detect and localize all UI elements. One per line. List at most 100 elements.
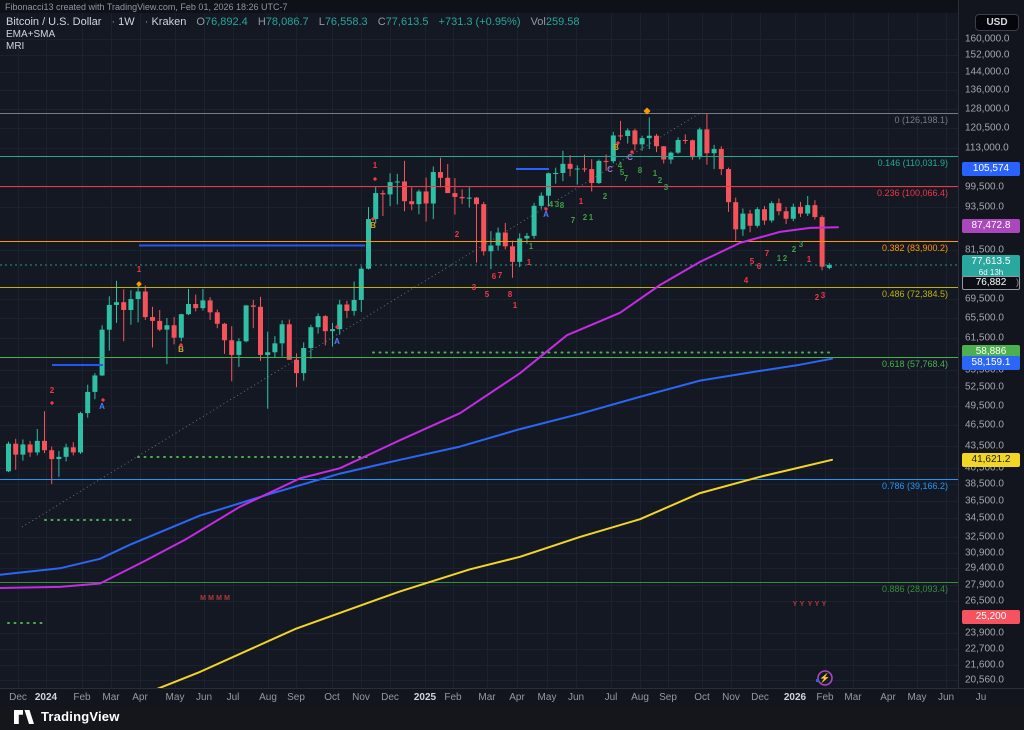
- indicator-ema-sma[interactable]: EMA+SMA: [6, 29, 56, 40]
- price-tick: 21,600.0: [965, 659, 1004, 671]
- fib-label-0.786: 0.786 (39,166.2): [881, 480, 948, 491]
- symbol-name[interactable]: Bitcoin / U.S. Dollar: [6, 16, 102, 28]
- candle: [193, 304, 199, 309]
- svg-text:B: B: [178, 345, 184, 354]
- fib-label-0.146: 0.146 (110,031.9): [877, 157, 948, 168]
- svg-text:B: B: [613, 143, 619, 152]
- svg-text:2: 2: [792, 245, 797, 254]
- price-label-pill: 41,621.2: [962, 453, 1020, 467]
- currency-toggle-button[interactable]: USD: [975, 14, 1019, 31]
- time-tick: Apr: [509, 692, 525, 703]
- candle: [826, 265, 832, 268]
- price-label-pill: 87,472.8: [962, 219, 1020, 233]
- candle: [222, 323, 227, 341]
- candle: [200, 300, 206, 309]
- svg-text:3: 3: [799, 240, 804, 249]
- indicator-mri[interactable]: MRI: [6, 41, 25, 52]
- time-tick: Mar: [844, 692, 862, 703]
- candle: [481, 204, 487, 252]
- svg-text:4: 4: [549, 200, 554, 209]
- signal-diamond: [49, 400, 55, 406]
- time-tick: 2024: [34, 692, 58, 703]
- tradingview-logo[interactable]: TradingView: [14, 709, 120, 724]
- ma-line-ema-purple[interactable]: [0, 226, 839, 589]
- close-value: 77,613.5: [385, 16, 429, 28]
- candle: [762, 209, 767, 221]
- candle: [783, 211, 789, 219]
- time-axis[interactable]: Dec 2024 Feb Mar Apr May Jun Jul Aug Sep Oct Nov Dec…: [0, 688, 1024, 707]
- candle: [70, 447, 76, 453]
- price-label-pill: 58,159.1: [962, 356, 1020, 370]
- svg-text:3: 3: [664, 183, 669, 192]
- fib-label-0.618: 0.618 (57,768.4): [881, 359, 948, 370]
- candle: [402, 181, 407, 202]
- candle: [711, 149, 717, 154]
- svg-text:1: 1: [589, 213, 594, 222]
- time-tick: Apr: [880, 692, 896, 703]
- time-tick: Jul: [604, 692, 618, 703]
- letter-marker: M: [224, 595, 230, 602]
- price-tick: 46,500.0: [965, 419, 1004, 431]
- candle: [387, 182, 393, 195]
- candle: [142, 291, 148, 318]
- symbol-legend[interactable]: Bitcoin / U.S. Dollar · 1W · Kraken O76,…: [6, 16, 580, 28]
- candle: [423, 191, 429, 204]
- time-tick: Jul: [226, 692, 240, 703]
- price-label-pill: 77,613.5 6d 13h: [962, 255, 1020, 279]
- candle: [531, 205, 537, 236]
- candle: [279, 324, 285, 344]
- svg-text:1: 1: [137, 265, 142, 274]
- candle: [394, 181, 400, 183]
- time-tick: Mar: [478, 692, 496, 703]
- svg-text:5: 5: [485, 290, 490, 299]
- svg-text:3: 3: [555, 200, 560, 209]
- price-tick: 26,500.0: [965, 595, 1004, 607]
- event-lightning-icon[interactable]: ⚡: [816, 670, 833, 686]
- candle: [150, 317, 155, 321]
- price-tick: 30,900.0: [965, 547, 1004, 559]
- candle: [452, 193, 458, 197]
- svg-text:1: 1: [579, 197, 584, 206]
- candle: [34, 440, 40, 453]
- price-axis[interactable]: 160,000.0 152,000.0 144,000.0 136,000.0 128,…: [958, 0, 1024, 688]
- svg-text:C: C: [627, 153, 633, 162]
- volume-key: Vol: [530, 16, 546, 28]
- candle: [351, 299, 357, 311]
- price-tick: 32,500.0: [965, 531, 1004, 543]
- signal-diamond: [643, 107, 651, 115]
- candle: [250, 305, 256, 307]
- price-label-pill: 105,574: [962, 162, 1020, 176]
- fib-retracement-lines: [0, 113, 958, 583]
- horizontal-line-drawings: [52, 168, 549, 366]
- candle: [654, 135, 659, 147]
- trendline[interactable]: [21, 112, 701, 528]
- interval-label[interactable]: 1W: [118, 16, 135, 28]
- letter-marker: Y: [793, 601, 798, 608]
- svg-text:5: 5: [750, 257, 755, 266]
- time-tick: Feb: [444, 692, 462, 703]
- candle: [639, 138, 645, 145]
- ma-line-sma-blue[interactable]: [0, 357, 833, 576]
- candle: [229, 340, 235, 355]
- price-tick: 93,500.0: [965, 201, 1004, 213]
- candle: [553, 172, 559, 174]
- low-key: L: [318, 16, 325, 28]
- candle: [416, 191, 422, 205]
- fib-label-0.382: 0.382 (83,900.2): [881, 242, 948, 253]
- candle: [135, 291, 141, 300]
- candle: [740, 213, 746, 230]
- legend-separator: ·: [111, 16, 116, 28]
- close-key: C: [377, 16, 386, 28]
- high-value: 78,086.7: [265, 16, 309, 28]
- candle: [178, 314, 184, 338]
- ma-line-sma-yellow[interactable]: [130, 458, 833, 688]
- candle: [121, 302, 127, 311]
- time-tick: May: [907, 692, 927, 703]
- candle: [92, 375, 98, 392]
- candle: [682, 140, 688, 142]
- candle: [265, 352, 271, 355]
- letter-marker: Y: [808, 601, 813, 608]
- footer-bar: TradingView: [0, 706, 1024, 730]
- price-tick: 29,400.0: [965, 562, 1004, 574]
